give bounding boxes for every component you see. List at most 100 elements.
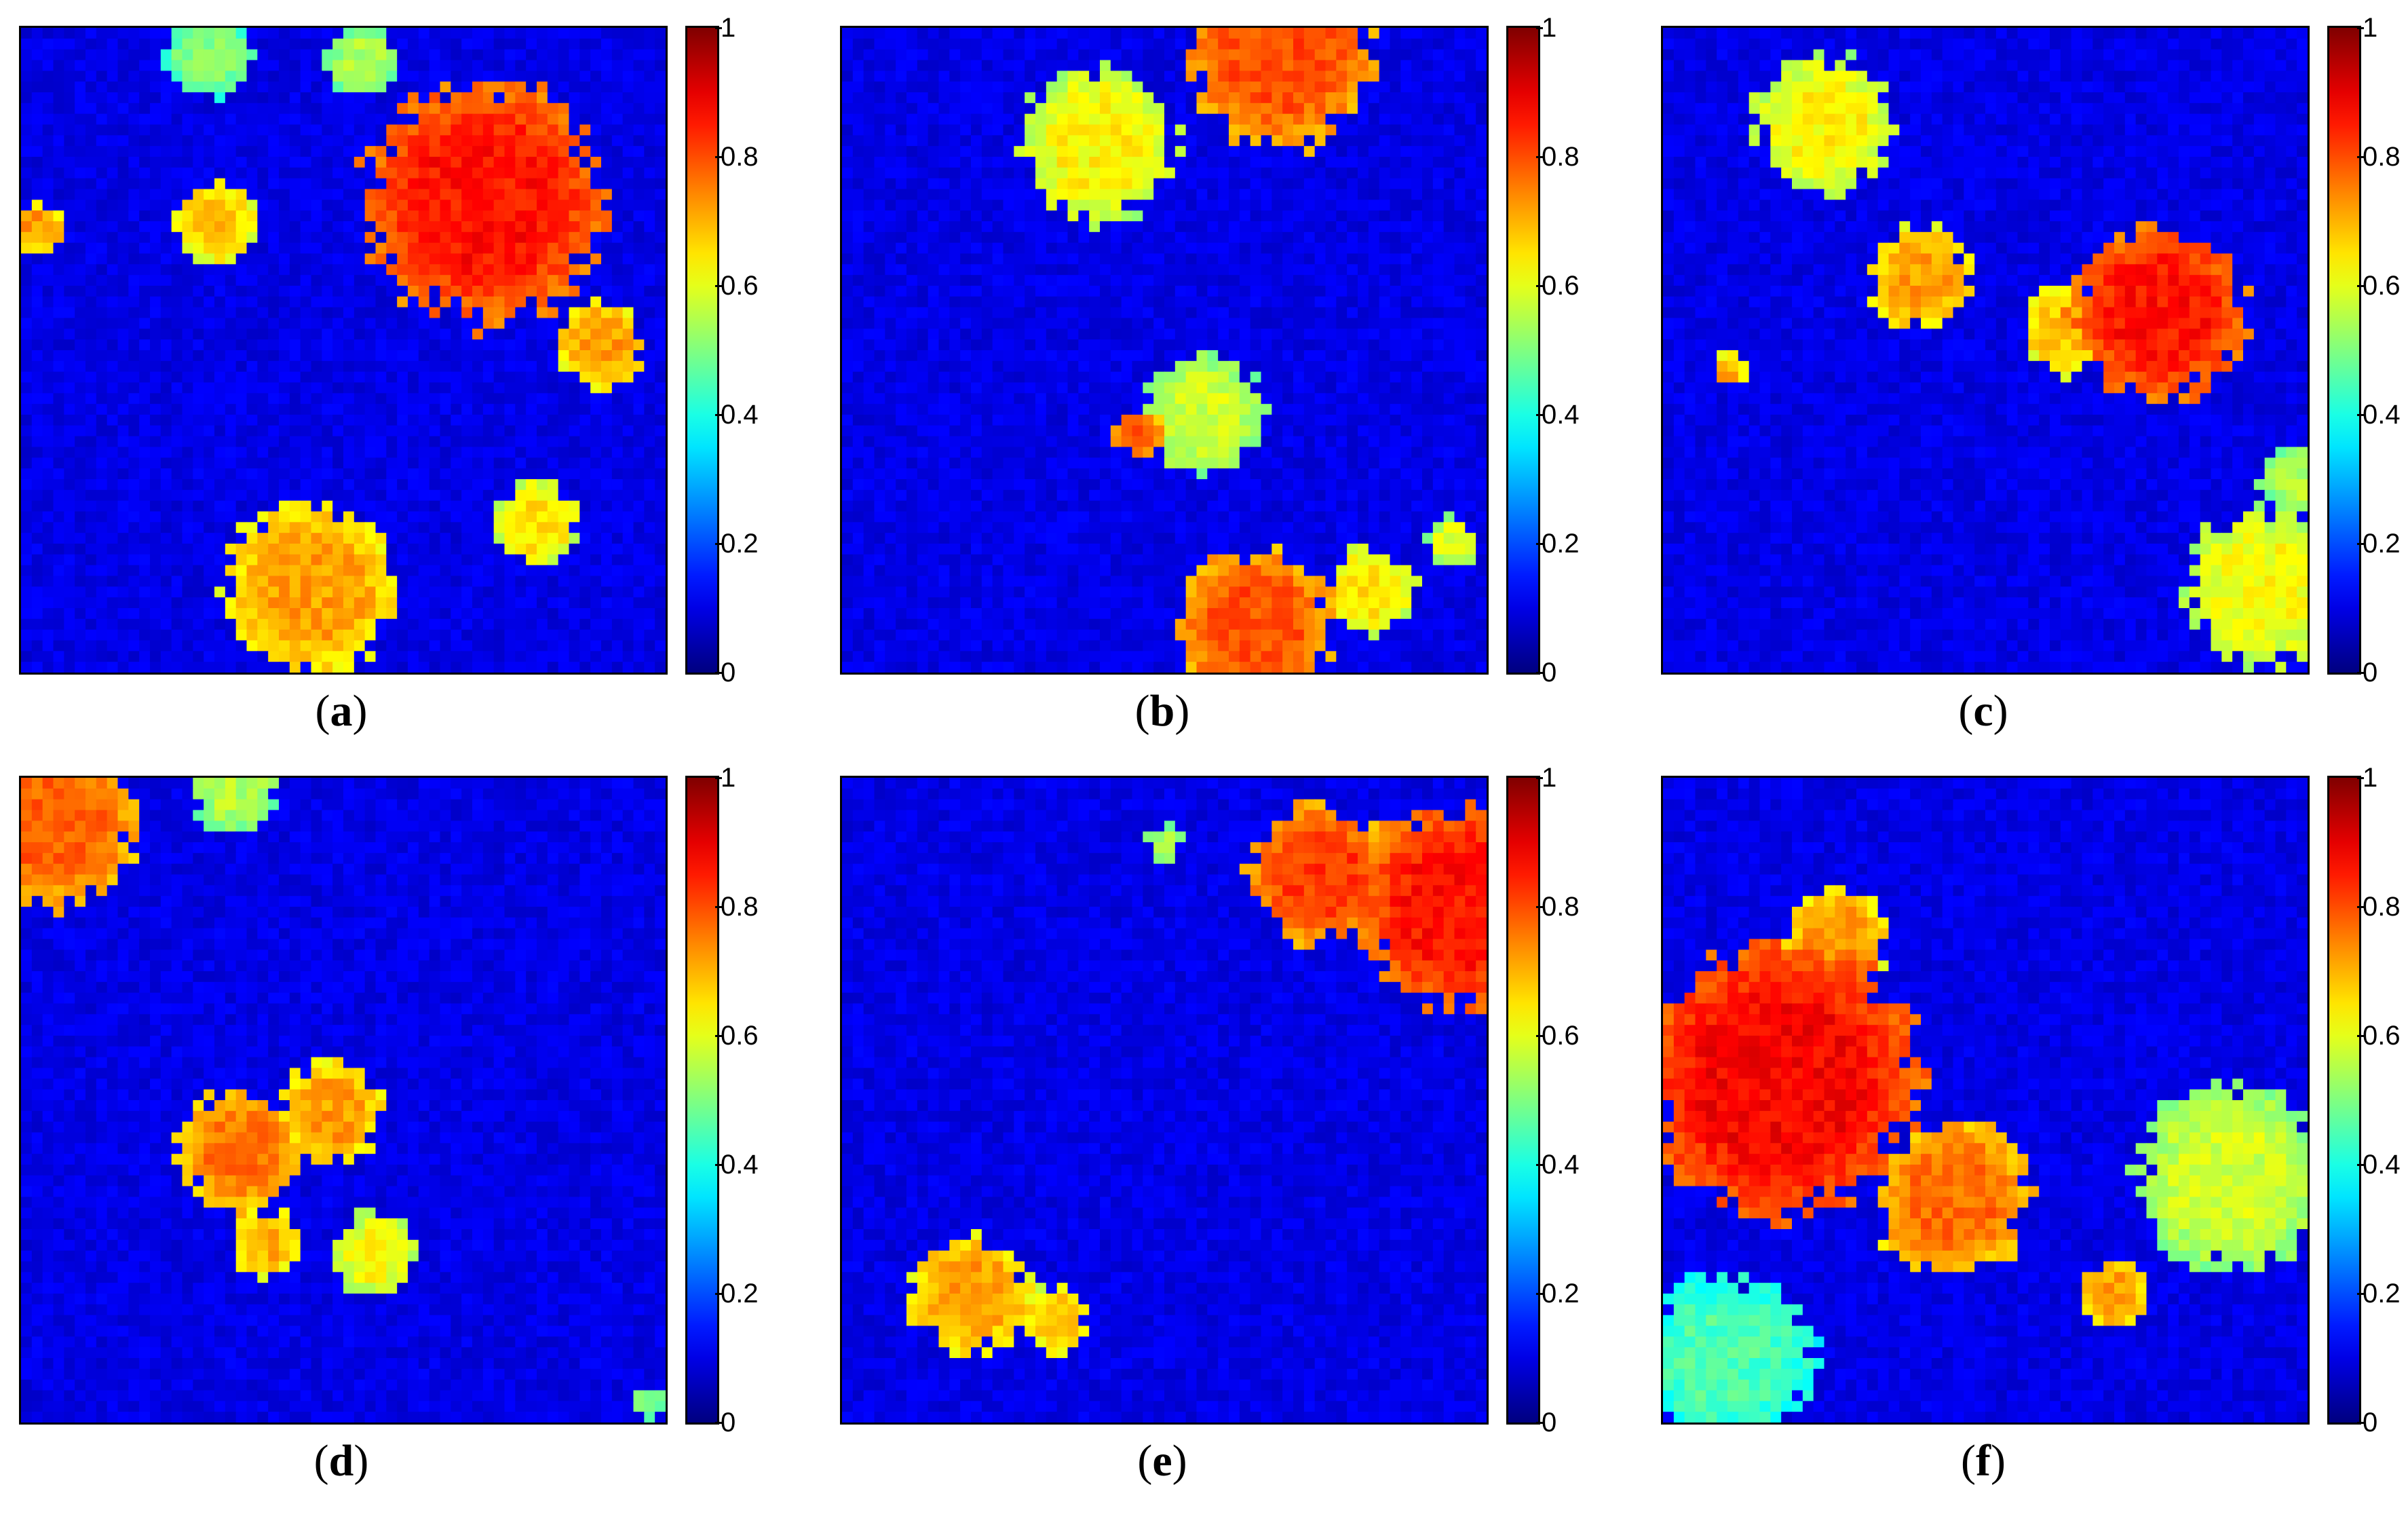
heatmap-cell bbox=[504, 275, 516, 286]
heatmap-cell bbox=[1432, 71, 1445, 82]
heatmap-cell bbox=[482, 60, 495, 71]
heatmap-cell bbox=[204, 71, 215, 82]
heatmap-cell bbox=[214, 231, 226, 244]
heatmap-cell bbox=[515, 425, 527, 437]
heatmap-cell bbox=[1218, 146, 1229, 157]
heatmap-cell bbox=[515, 60, 527, 71]
heatmap-cell bbox=[21, 640, 33, 652]
heatmap-cell bbox=[852, 231, 864, 244]
heatmap-cell bbox=[493, 328, 505, 340]
heatmap-cell bbox=[472, 447, 484, 458]
heatmap-cell bbox=[440, 221, 451, 233]
heatmap-cell bbox=[96, 640, 108, 652]
heatmap-cell bbox=[289, 286, 301, 297]
heatmap-cell bbox=[482, 221, 495, 233]
heatmap-cell bbox=[375, 296, 387, 308]
heatmap-cell bbox=[408, 350, 419, 362]
heatmap-cell bbox=[332, 500, 344, 512]
heatmap-cell bbox=[64, 662, 75, 673]
heatmap-cell bbox=[53, 157, 64, 168]
heatmap-cell bbox=[193, 200, 204, 211]
heatmap-cell bbox=[42, 210, 54, 222]
heatmap-cell bbox=[150, 608, 161, 620]
heatmap-cell bbox=[515, 479, 527, 491]
heatmap-cell bbox=[279, 489, 290, 502]
heatmap-cell bbox=[235, 102, 248, 115]
heatmap-cell bbox=[874, 92, 885, 104]
heatmap-cell bbox=[279, 102, 290, 115]
heatmap-cell bbox=[353, 113, 366, 126]
heatmap-cell bbox=[1411, 102, 1423, 115]
heatmap-cell bbox=[160, 296, 172, 308]
heatmap-cell bbox=[1390, 146, 1401, 157]
heatmap-cell bbox=[472, 157, 484, 168]
heatmap-cell bbox=[85, 436, 97, 448]
heatmap-cell bbox=[279, 554, 290, 566]
heatmap-cell bbox=[1121, 231, 1133, 244]
heatmap-cell bbox=[343, 28, 355, 39]
heatmap-cell bbox=[1014, 81, 1025, 93]
heatmap-cell bbox=[601, 146, 613, 157]
heatmap-cell bbox=[569, 436, 580, 448]
heatmap-cell bbox=[322, 242, 333, 255]
heatmap-cell bbox=[21, 92, 33, 104]
heatmap-cell bbox=[1400, 200, 1412, 211]
heatmap-cell bbox=[482, 360, 495, 373]
heatmap-cell bbox=[42, 479, 54, 491]
heatmap-cell bbox=[1132, 189, 1143, 200]
heatmap-cell bbox=[981, 113, 993, 126]
heatmap-cell bbox=[204, 533, 215, 544]
heatmap-cell bbox=[150, 404, 161, 415]
heatmap-cell bbox=[590, 640, 602, 652]
heatmap-cell bbox=[42, 307, 54, 319]
heatmap-cell bbox=[558, 49, 570, 61]
heatmap-cell bbox=[1003, 49, 1014, 61]
heatmap-cell bbox=[1432, 157, 1445, 168]
heatmap-cell bbox=[1432, 210, 1445, 222]
heatmap-cell bbox=[53, 350, 64, 362]
heatmap-cell bbox=[246, 371, 258, 383]
heatmap-cell bbox=[246, 436, 258, 448]
heatmap-cell bbox=[246, 554, 258, 566]
heatmap-cell bbox=[279, 81, 290, 93]
heatmap-cell bbox=[225, 253, 237, 265]
heatmap-cell bbox=[440, 586, 451, 598]
heatmap-cell bbox=[246, 328, 258, 340]
heatmap-cell bbox=[461, 231, 473, 244]
heatmap-cell bbox=[160, 339, 172, 351]
heatmap-cell bbox=[633, 124, 645, 136]
heatmap-cell bbox=[1025, 113, 1036, 126]
heatmap-cell bbox=[1400, 113, 1412, 126]
heatmap-cell bbox=[547, 350, 559, 362]
heatmap-cell bbox=[397, 49, 408, 61]
heatmap-cell bbox=[225, 457, 237, 469]
heatmap-cell bbox=[107, 81, 119, 93]
heatmap-cell bbox=[1218, 253, 1229, 265]
heatmap-cell bbox=[971, 92, 982, 104]
heatmap-cell bbox=[418, 489, 430, 502]
heatmap-cell bbox=[150, 393, 161, 404]
heatmap-cell bbox=[246, 60, 258, 71]
heatmap-cell bbox=[386, 296, 398, 308]
heatmap-cell bbox=[397, 350, 408, 362]
heatmap-cell bbox=[364, 522, 377, 533]
heatmap-cell bbox=[75, 178, 86, 190]
heatmap-cell bbox=[1411, 167, 1423, 179]
heatmap-cell bbox=[182, 382, 193, 394]
heatmap-cell bbox=[547, 522, 559, 533]
heatmap-cell bbox=[633, 618, 645, 630]
heatmap-cell bbox=[633, 296, 645, 308]
heatmap-cell bbox=[353, 189, 366, 200]
heatmap-cell bbox=[375, 167, 387, 179]
heatmap-cell bbox=[611, 404, 624, 415]
heatmap-cell bbox=[601, 102, 613, 115]
heatmap-cell bbox=[537, 113, 548, 126]
heatmap-cell bbox=[655, 38, 666, 50]
heatmap-cell bbox=[515, 522, 527, 533]
heatmap-cell bbox=[537, 242, 548, 255]
heatmap-cell bbox=[193, 60, 204, 71]
heatmap-cell bbox=[418, 264, 430, 276]
heatmap-cell bbox=[928, 189, 940, 200]
heatmap-cell bbox=[896, 210, 907, 222]
heatmap-cell bbox=[31, 436, 43, 448]
